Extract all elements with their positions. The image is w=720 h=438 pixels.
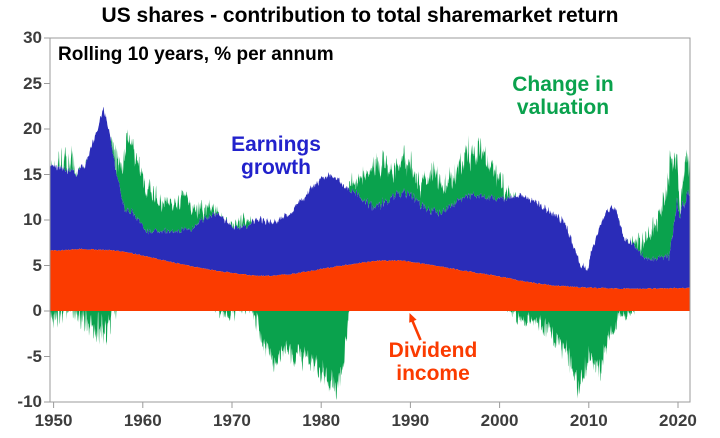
- earnings-growth-area: [50, 106, 690, 290]
- chart-subtitle: Rolling 10 years, % per annum: [58, 44, 334, 65]
- valuation-positive-area: [50, 106, 690, 272]
- x-axis-label-1980: 1980: [302, 411, 341, 430]
- y-axis-label--10: -10: [17, 392, 42, 411]
- y-axis-label-15: 15: [23, 164, 42, 184]
- y-axis-label-30: 30: [23, 28, 42, 47]
- y-axis-label-0: 0: [32, 301, 42, 320]
- y-axis-label-25: 25: [23, 73, 42, 93]
- x-axis-label-1990: 1990: [391, 411, 430, 430]
- dividend-income-area: [50, 248, 690, 311]
- dividend-arrow-icon: [409, 313, 422, 341]
- x-axis-label-2020: 2020: [659, 411, 697, 430]
- y-axis-label--5: -5: [26, 346, 42, 366]
- stacked-areas: [50, 106, 690, 400]
- chart-title: US shares - contribution to total sharem…: [101, 4, 619, 27]
- change-in-valuation-label: Change in valuation: [512, 73, 614, 119]
- x-axis-label-1970: 1970: [213, 411, 251, 430]
- y-axis-label-20: 20: [23, 119, 42, 138]
- valuation-negative-area: [50, 311, 690, 400]
- y-axis-label-5: 5: [32, 255, 42, 275]
- x-axis-label-2000: 2000: [480, 411, 519, 430]
- x-axis-label-2010: 2010: [569, 411, 608, 430]
- x-axis-label-1960: 1960: [123, 411, 162, 430]
- y-axis-label-10: 10: [23, 210, 42, 229]
- x-axis-label-1950: 1950: [34, 411, 73, 430]
- dividend-income-label: Dividend income: [388, 339, 478, 385]
- axis-ticks: [44, 37, 679, 408]
- axes: [44, 37, 691, 408]
- earnings-growth-label: Earnings growth: [231, 133, 321, 179]
